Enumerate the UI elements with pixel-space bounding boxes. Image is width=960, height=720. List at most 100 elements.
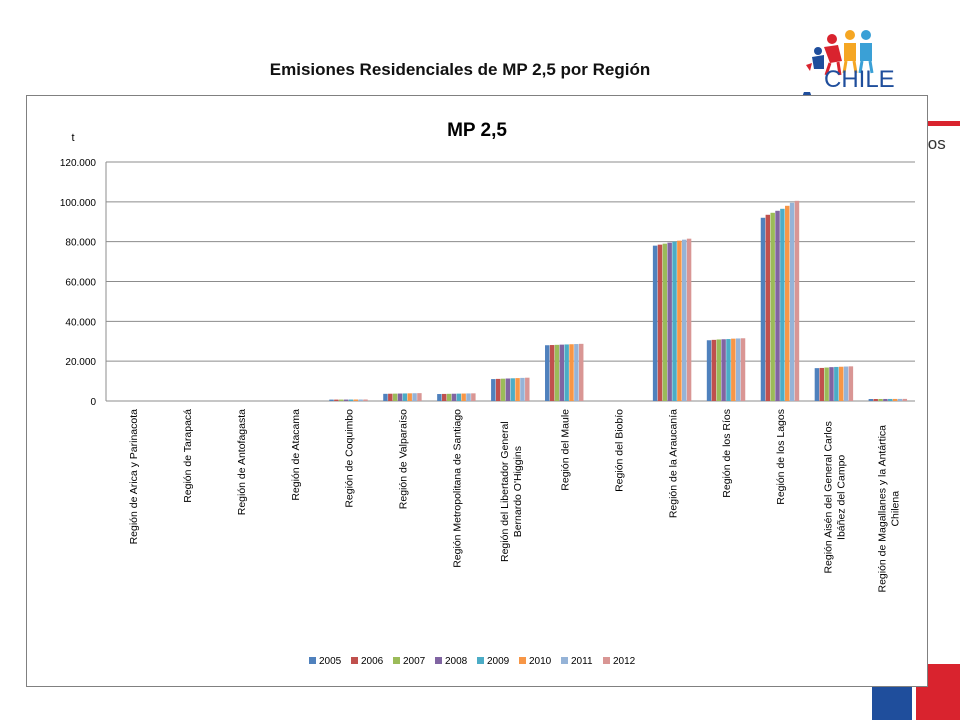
bar-2008 <box>721 339 726 401</box>
x-tick-label-line: Chilena <box>890 491 902 527</box>
x-tick-label-line: Región de Atacama <box>290 409 302 501</box>
x-tick-label: Región de Valparaíso <box>398 409 410 509</box>
x-tick-label: Región de Arica y Parinacota <box>128 409 140 545</box>
bar-2012 <box>902 398 908 401</box>
bar-2005 <box>868 399 874 401</box>
x-tick-label: Región de Coquimbo <box>344 409 356 508</box>
y-tick-label: 120.000 <box>60 158 97 169</box>
bar-2008 <box>829 367 834 401</box>
x-tick-label-line: Región del Libertador General <box>499 421 511 562</box>
bar-2008 <box>667 242 672 401</box>
legend-swatch <box>603 657 610 664</box>
bar-2005 <box>706 340 712 401</box>
x-tick-label-line: Región de los Ríos <box>721 409 733 498</box>
bar-2011 <box>574 344 579 401</box>
bar-2011 <box>466 393 471 401</box>
legend-swatch <box>351 657 358 664</box>
x-tick-label-line: Bernardo O'Higgins <box>512 446 524 537</box>
logo-line-1: CHILE <box>824 66 895 93</box>
bar-2006 <box>765 214 771 401</box>
chart-title: MP 2,5 <box>447 120 507 141</box>
bar-2006 <box>442 393 447 401</box>
bar-2012 <box>686 238 692 401</box>
bar-2007 <box>878 398 883 401</box>
x-tick-label: Región Aisén del General CarlosIbáñez de… <box>823 421 848 573</box>
bar-2009 <box>564 344 569 401</box>
bar-2012 <box>848 366 854 401</box>
bar-2005 <box>329 399 334 401</box>
bar-2012 <box>578 343 584 401</box>
legend-label: 2008 <box>445 656 468 667</box>
y-tick-label: 0 <box>90 397 96 408</box>
bar-2008 <box>451 393 457 401</box>
bar-2005 <box>814 368 820 401</box>
bar-2005 <box>383 393 388 401</box>
legend-swatch <box>435 657 442 664</box>
bar-2009 <box>402 393 408 401</box>
x-tick-label: Región de la Araucanía <box>667 409 679 518</box>
y-tick-label: 100.000 <box>60 198 97 209</box>
bar-2006 <box>873 399 878 401</box>
bar-2009 <box>672 241 677 401</box>
y-tick-label: 20.000 <box>65 357 96 368</box>
x-tick-label-line: Región de Valparaíso <box>398 409 410 509</box>
bar-2005 <box>652 245 658 401</box>
x-tick-label-line: Región de Coquimbo <box>344 409 356 508</box>
legend-label: 2012 <box>613 656 636 667</box>
bar-2005 <box>491 379 496 401</box>
x-tick-label: Región de Antofagasta <box>236 409 248 515</box>
x-tick-label-line: Ibáñez del Campo <box>836 455 848 540</box>
bar-2008 <box>883 398 888 401</box>
x-tick-label-line: Región Aisén del General Carlos <box>823 421 835 573</box>
bar-2009 <box>456 393 462 401</box>
bar-2007 <box>446 393 452 401</box>
chart-area: MP 2,5 t 0 20.000 40.000 60.000 80.000 100.00… <box>26 95 928 687</box>
bar-2006 <box>711 339 717 401</box>
bar-2011 <box>520 377 525 401</box>
bar-2007 <box>500 378 506 401</box>
bar-2007 <box>662 243 668 401</box>
children-figures-icon <box>806 30 874 76</box>
bar-2012 <box>525 377 530 401</box>
legend-swatch <box>309 657 316 664</box>
legend-label: 2005 <box>319 656 342 667</box>
bar-2005 <box>545 345 550 401</box>
corner-blue-square <box>872 682 912 720</box>
corner-decoration <box>872 664 960 720</box>
legend-swatch <box>393 657 400 664</box>
bar-2006 <box>388 393 393 401</box>
bar-2011 <box>897 398 903 401</box>
x-tick-label-line: Región de los Lagos <box>775 409 787 505</box>
bar-2008 <box>775 210 780 401</box>
bar-2010 <box>677 240 682 401</box>
y-tick-label: 60.000 <box>65 278 96 289</box>
legend-label: 2010 <box>529 656 552 667</box>
bar-2005 <box>437 394 442 401</box>
x-tick-label: Región de Magallanes y la AntárticaChile… <box>877 425 902 593</box>
bar-2007 <box>770 212 775 401</box>
x-tick-label: Región del Biobío <box>613 409 625 492</box>
x-tick-label-line: Región de Arica y Parinacota <box>128 409 140 545</box>
x-tick-label: Región Metropolitana de Santiago <box>452 409 464 568</box>
bar-2006 <box>549 345 555 401</box>
x-tick-label: Región de los Lagos <box>775 409 787 505</box>
x-tick-label-line: Región de la Araucanía <box>667 409 679 518</box>
bar-2008 <box>397 393 403 401</box>
bar-2010 <box>785 205 790 401</box>
bar-2009 <box>726 339 731 401</box>
x-tick-label: Región del Libertador GeneralBernardo O'… <box>499 421 524 562</box>
x-tick-label-line: Región de Antofagasta <box>236 409 248 515</box>
slide-title: Emisiones Residenciales de MP 2,5 por Re… <box>269 60 651 79</box>
bar-2010 <box>353 399 359 401</box>
bar-2011 <box>358 399 363 401</box>
legend-label: 2011 <box>571 656 593 667</box>
bar-2009 <box>510 378 515 401</box>
y-tick-label: 40.000 <box>65 317 96 328</box>
legend-swatch <box>477 657 484 664</box>
bar-2008 <box>505 378 511 401</box>
bar-2010 <box>407 393 412 401</box>
bar-2009 <box>348 399 354 401</box>
x-tick-label: Región del Maule <box>559 409 571 491</box>
bar-2007 <box>338 399 344 401</box>
bar-2006 <box>657 244 663 401</box>
